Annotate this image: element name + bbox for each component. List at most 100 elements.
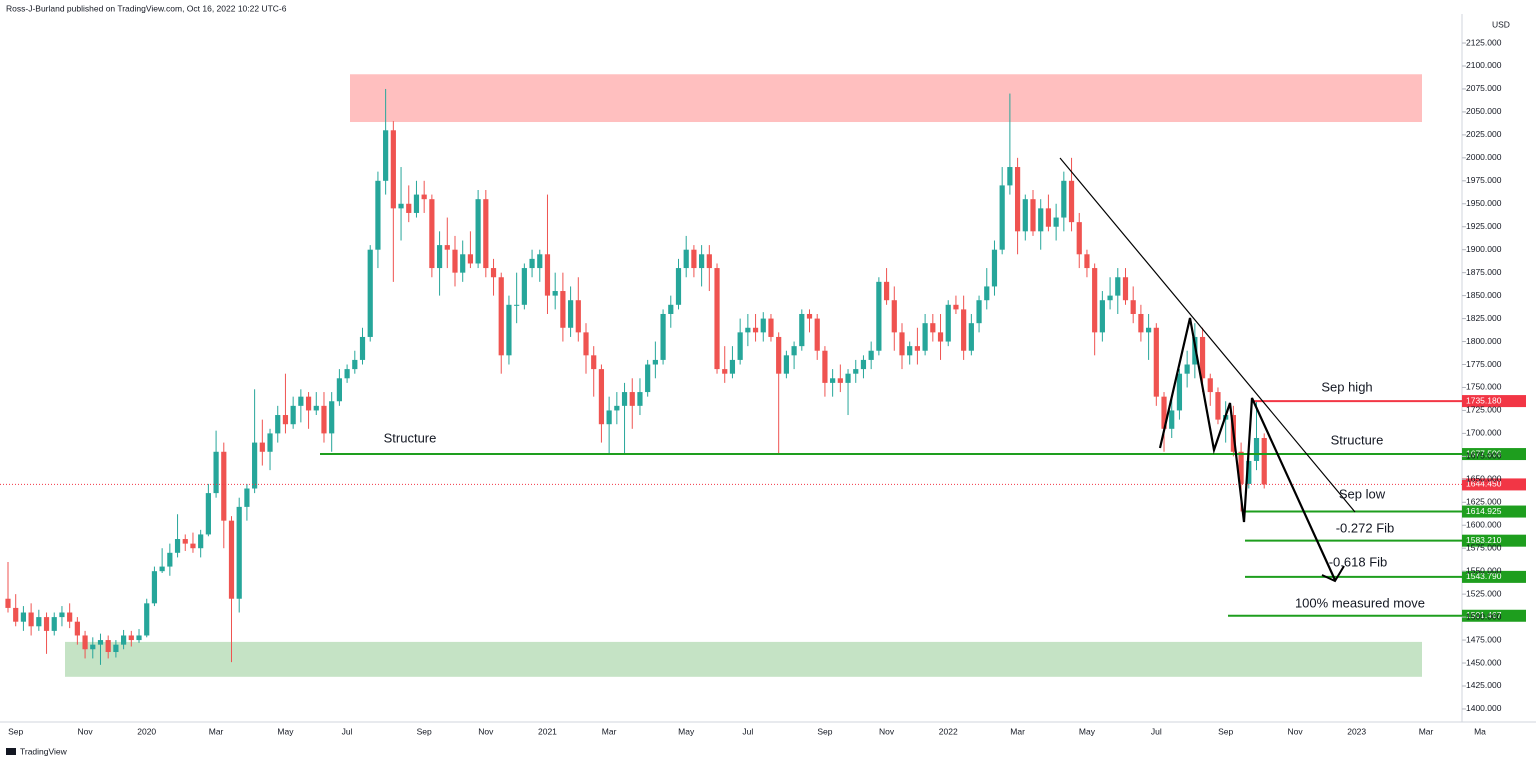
candle-body	[830, 378, 836, 383]
candle-body	[1014, 167, 1021, 232]
candle-body	[413, 194, 420, 213]
candle-body	[359, 336, 366, 360]
x-tick-label: Mar	[1010, 726, 1025, 736]
candle-body	[174, 539, 181, 553]
annotation: -0.618 Fib	[1329, 554, 1388, 569]
y-tick-label: 1600.000	[1466, 520, 1502, 530]
y-tick-label: 2050.000	[1466, 106, 1502, 116]
candle-body	[1007, 167, 1013, 186]
y-tick-label: 1500.000	[1466, 611, 1502, 621]
x-tick-label: Sep	[8, 726, 23, 736]
candle-body	[598, 369, 605, 425]
candle-body	[113, 644, 119, 653]
candle-body	[452, 249, 458, 273]
x-tick-label: 2022	[939, 726, 958, 736]
logo: TradingView	[6, 746, 68, 756]
candle-body	[313, 405, 319, 411]
candle-body	[1207, 378, 1213, 393]
candle-body	[329, 401, 335, 434]
y-tick-label: 1400.000	[1466, 703, 1502, 713]
candle-body	[930, 323, 936, 333]
y-tick-label: 1950.000	[1466, 198, 1502, 208]
candle-body	[1199, 336, 1206, 379]
candle-body	[352, 359, 358, 370]
zones	[65, 74, 1422, 677]
candle-body	[537, 254, 543, 269]
x-tick-label: Mar	[602, 726, 617, 736]
candle-body	[483, 199, 489, 269]
candle-body	[136, 635, 142, 641]
candle-body	[645, 364, 651, 393]
candle-body	[259, 442, 265, 452]
candle-body	[28, 612, 34, 627]
candle-body	[961, 309, 967, 351]
candle-body	[675, 268, 682, 305]
candle-body	[760, 318, 766, 333]
candle-body	[105, 640, 111, 653]
x-tick-label: 2023	[1347, 726, 1366, 736]
candle-body	[514, 304, 520, 306]
candle-body	[398, 203, 404, 209]
candle-body	[799, 313, 805, 347]
candle-body	[791, 346, 797, 356]
candle-body	[1099, 300, 1105, 333]
y-tick-label: 1475.000	[1466, 634, 1502, 644]
y-tick-label: 2075.000	[1466, 83, 1502, 93]
candle-body	[660, 313, 666, 360]
candle-body	[221, 451, 227, 521]
price-tag	[1462, 505, 1526, 518]
candle-body	[752, 327, 759, 333]
candle-body	[436, 245, 443, 269]
candle-body	[883, 281, 890, 301]
candle-body	[914, 346, 921, 351]
candle-body	[621, 392, 628, 406]
candle-body	[937, 332, 944, 342]
candle-body	[490, 268, 497, 278]
candle-body	[252, 442, 258, 489]
candle-body	[999, 185, 1005, 250]
candle-body	[837, 378, 843, 383]
currency: USD	[1492, 19, 1510, 29]
candle-body	[907, 346, 913, 356]
annotation: -0.272 Fib	[1336, 520, 1395, 535]
candle-body	[298, 396, 304, 406]
candle-body	[945, 304, 951, 342]
candle-body	[984, 286, 990, 301]
x-tick-label: Mar	[209, 726, 224, 736]
y-tick-label: 1425.000	[1466, 680, 1502, 690]
x-tick-label: 2021	[538, 726, 557, 736]
candle-body	[97, 640, 104, 645]
candle-body	[90, 644, 96, 650]
candle-body	[745, 327, 751, 333]
candle-body	[460, 254, 466, 273]
candle-body	[267, 433, 273, 452]
candle-body	[1053, 217, 1059, 227]
candle-body	[236, 506, 242, 599]
candle-body	[652, 359, 658, 365]
candle-body	[182, 539, 188, 544]
candle-body	[82, 635, 88, 650]
candle-body	[606, 410, 612, 425]
candle-body	[1061, 180, 1067, 218]
candle-body	[213, 451, 219, 494]
annotation: Structure	[1331, 432, 1384, 447]
x-tick-label: 2020	[137, 726, 156, 736]
x-tick-label: Nov	[478, 726, 494, 736]
trend-line	[1059, 157, 1356, 513]
y-tick-label: 1825.000	[1466, 313, 1502, 323]
y-tick-label: 1975.000	[1466, 175, 1502, 185]
candle-body	[367, 249, 373, 337]
candle-body	[860, 359, 867, 370]
axes: 1400.000 1425.000 1450.000 1475.000 1500.000…	[8, 37, 1502, 736]
price-tag-label: 1501.467	[1466, 610, 1502, 620]
candle-body	[406, 203, 412, 213]
footer: TradingView	[20, 746, 68, 756]
candle-body	[121, 635, 127, 645]
y-tick-label: 1725.000	[1466, 405, 1502, 415]
candle-body	[552, 291, 558, 296]
candle-body	[1238, 451, 1244, 484]
y-tick-label: 2125.000	[1466, 37, 1502, 47]
candle-body	[290, 405, 296, 425]
